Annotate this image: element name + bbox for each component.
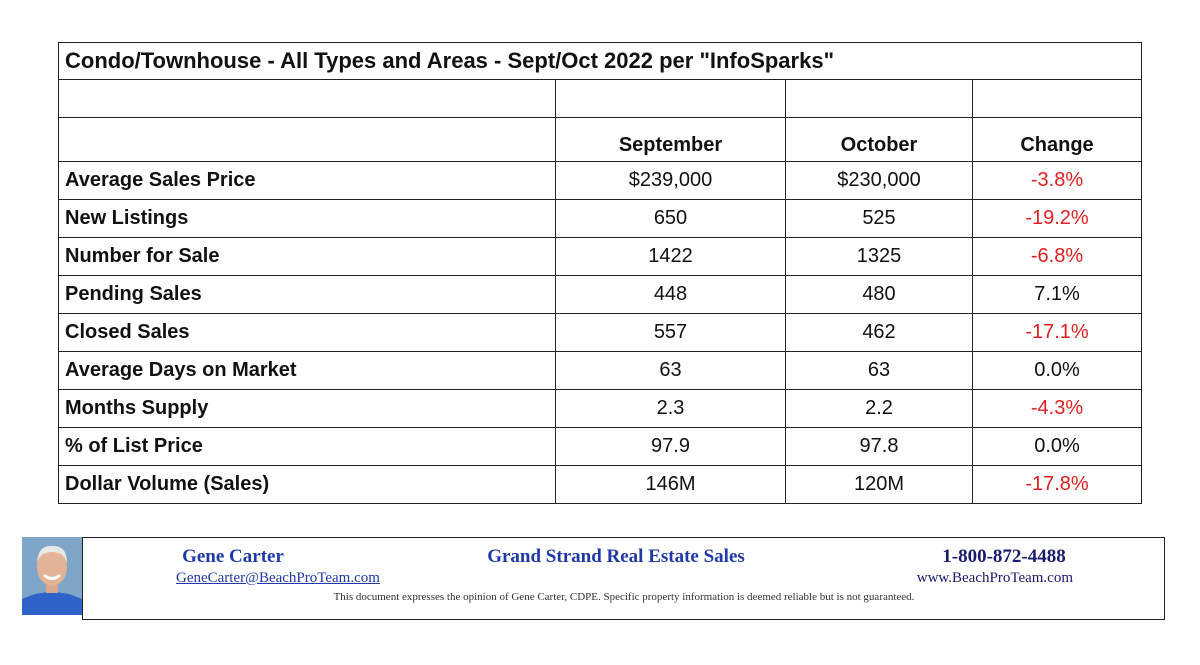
change-cell: 0.0% xyxy=(971,427,1143,466)
cell xyxy=(58,117,556,162)
row-label: Dollar Volume (Sales) xyxy=(58,465,556,504)
row-label: Average Days on Market xyxy=(58,351,556,390)
value-cell: 63 xyxy=(555,351,786,390)
change-cell: -3.8% xyxy=(971,161,1143,200)
change-cell: 7.1% xyxy=(971,275,1143,314)
photo-smile xyxy=(43,573,61,580)
data-row: Dollar Volume (Sales) 146M 120M -17.8% xyxy=(58,465,1143,504)
header-cell: September xyxy=(555,117,786,162)
data-row: New Listings 650 525 -19.2% xyxy=(58,199,1143,238)
table-body: Condo/Townhouse - All Types and Areas - … xyxy=(57,42,1143,504)
value-cell: 1325 xyxy=(785,237,973,276)
value-cell: 480 xyxy=(785,275,973,314)
change-cell: -6.8% xyxy=(971,237,1143,276)
value-cell: 2.3 xyxy=(555,389,786,428)
agent-name: Gene Carter xyxy=(182,546,284,567)
value-cell: 97.9 xyxy=(555,427,786,466)
photo-hair xyxy=(37,545,67,563)
row-label: Average Sales Price xyxy=(58,161,556,200)
cell xyxy=(785,79,973,118)
value-cell: 525 xyxy=(785,199,973,238)
value-cell: $239,000 xyxy=(555,161,786,200)
cell xyxy=(971,79,1143,118)
value-cell: $230,000 xyxy=(785,161,973,200)
row-label: Closed Sales xyxy=(58,313,556,352)
value-cell: 1422 xyxy=(555,237,786,276)
header-cell: Change xyxy=(971,117,1143,162)
empty-row xyxy=(58,79,1143,118)
row-label: Months Supply xyxy=(58,389,556,428)
data-row: % of List Price 97.9 97.8 0.0% xyxy=(58,427,1143,466)
change-cell: -17.1% xyxy=(971,313,1143,352)
agent-photo xyxy=(22,537,82,615)
value-cell: 650 xyxy=(555,199,786,238)
change-cell: -17.8% xyxy=(971,465,1143,504)
company-name: Grand Strand Real Estate Sales xyxy=(487,546,745,567)
value-cell: 448 xyxy=(555,275,786,314)
value-cell: 146M xyxy=(555,465,786,504)
footer-box: Gene Carter Grand Strand Real Estate Sal… xyxy=(82,537,1165,620)
row-label: Pending Sales xyxy=(58,275,556,314)
phone: 1-800-872-4488 xyxy=(942,546,1066,567)
row-label: Number for Sale xyxy=(58,237,556,276)
change-cell: -19.2% xyxy=(971,199,1143,238)
header-row: September October Change xyxy=(58,117,1143,162)
title-row: Condo/Townhouse - All Types and Areas - … xyxy=(57,42,1143,80)
change-cell: 0.0% xyxy=(971,351,1143,390)
photo-shirt xyxy=(22,592,82,615)
data-row: Pending Sales 448 480 7.1% xyxy=(58,275,1143,314)
value-cell: 557 xyxy=(555,313,786,352)
cell xyxy=(555,79,786,118)
header-cell: October xyxy=(785,117,973,162)
data-row: Number for Sale 1422 1325 -6.8% xyxy=(58,237,1143,276)
row-label: New Listings xyxy=(58,199,556,238)
data-row: Months Supply 2.3 2.2 -4.3% xyxy=(58,389,1143,428)
data-row: Closed Sales 557 462 -17.1% xyxy=(58,313,1143,352)
market-table: Condo/Townhouse - All Types and Areas - … xyxy=(57,42,1143,504)
value-cell: 120M xyxy=(785,465,973,504)
table-title: Condo/Townhouse - All Types and Areas - … xyxy=(57,42,1143,80)
value-cell: 2.2 xyxy=(785,389,973,428)
data-row: Average Days on Market 63 63 0.0% xyxy=(58,351,1143,390)
email[interactable]: GeneCarter@BeachProTeam.com xyxy=(176,570,380,586)
data-row: Average Sales Price $239,000 $230,000 -3.8% xyxy=(58,161,1143,200)
value-cell: 462 xyxy=(785,313,973,352)
value-cell: 63 xyxy=(785,351,973,390)
row-label: % of List Price xyxy=(58,427,556,466)
cell xyxy=(58,79,556,118)
change-cell: -4.3% xyxy=(971,389,1143,428)
website[interactable]: www.BeachProTeam.com xyxy=(916,570,1073,586)
disclaimer: This document expresses the opinion of G… xyxy=(333,591,915,603)
value-cell: 97.8 xyxy=(785,427,973,466)
